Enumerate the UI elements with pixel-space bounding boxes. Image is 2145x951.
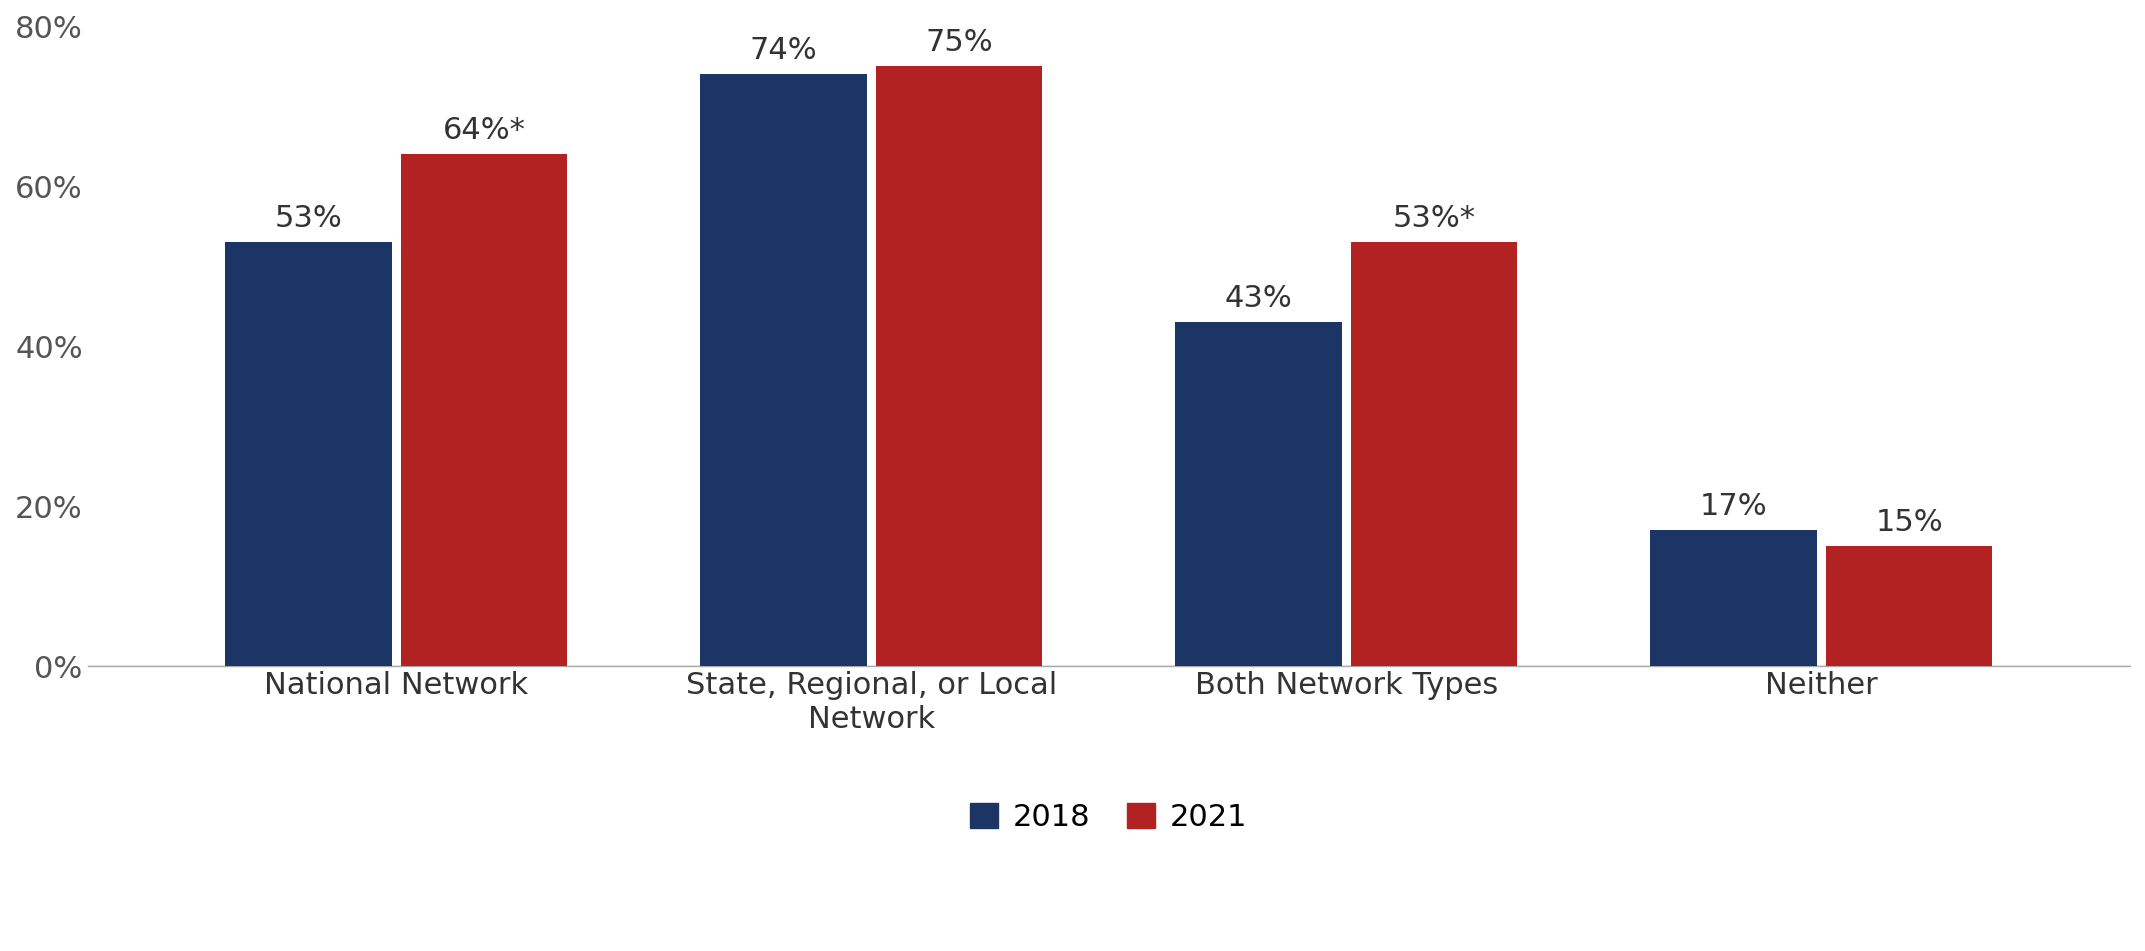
- Bar: [875, 67, 1042, 667]
- Text: 53%: 53%: [275, 204, 343, 233]
- Bar: [1825, 547, 1993, 667]
- Text: 15%: 15%: [1875, 508, 1943, 537]
- Bar: [1650, 531, 1817, 667]
- Text: 74%: 74%: [749, 36, 817, 65]
- Bar: [1351, 243, 1517, 667]
- Text: 75%: 75%: [924, 28, 993, 57]
- Bar: [225, 243, 393, 667]
- Legend: 2018, 2021: 2018, 2021: [959, 790, 1259, 844]
- Bar: [1175, 322, 1341, 667]
- Text: 53%*: 53%*: [1392, 204, 1476, 233]
- Text: 17%: 17%: [1699, 492, 1767, 521]
- Text: 64%*: 64%*: [442, 116, 526, 145]
- Bar: [401, 154, 566, 667]
- Bar: [699, 74, 867, 667]
- Text: 43%: 43%: [1225, 284, 1291, 313]
